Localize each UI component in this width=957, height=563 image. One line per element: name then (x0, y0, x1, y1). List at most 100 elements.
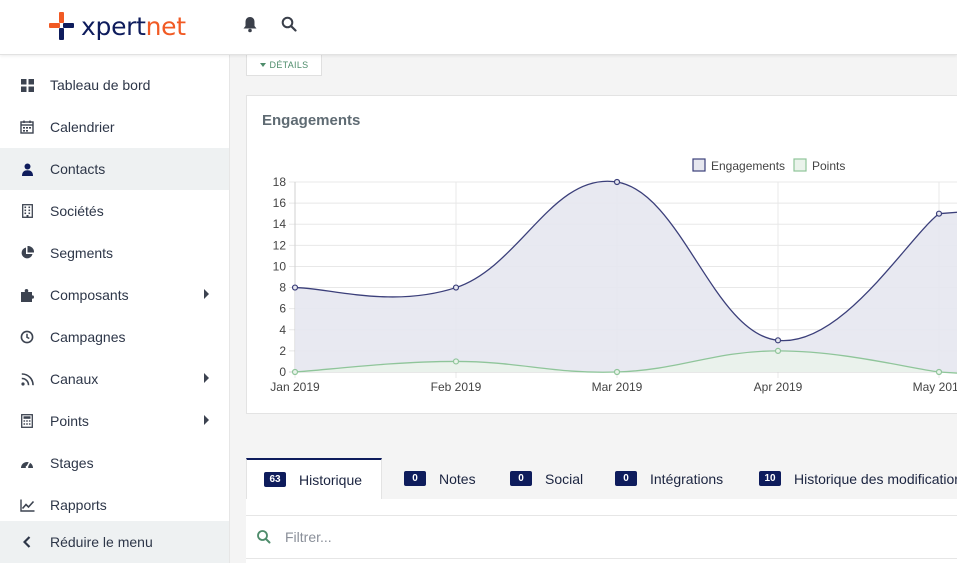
points-point[interactable] (774, 347, 782, 354)
legend-swatch-points[interactable] (793, 158, 807, 172)
points-point[interactable] (452, 358, 460, 365)
tab-label: Historique des modifications (794, 470, 957, 487)
dashboard-icon (19, 77, 35, 93)
user-icon (19, 161, 35, 177)
sidebar-item-label: Sociétés (50, 203, 104, 219)
y-tick-label: 12 (273, 238, 287, 252)
x-tick-label: Jan 2019 (270, 380, 320, 394)
calculator-icon (19, 413, 35, 429)
engagements-chart: 0 2 4 6 8 10 12 14 16 18 Jan 2019 Feb 2019 Mar 2019 A… (270, 158, 957, 394)
logo-text: xpertnet (81, 11, 186, 41)
legend-swatch-engagements[interactable] (692, 158, 706, 172)
engagements-area (295, 181, 957, 372)
details-toggle-button[interactable]: DÉTAILS (246, 55, 322, 76)
y-tick-label: 16 (273, 196, 287, 210)
chevron-right-icon (204, 373, 209, 383)
sidebar-item-label: Calendrier (50, 119, 115, 135)
sidebar-item-label: Points (50, 413, 89, 429)
tab-count-badge: 0 (404, 471, 426, 486)
tab-count-badge: 0 (510, 471, 532, 486)
sidebar-item-label: Rapports (50, 497, 107, 513)
tab-label: Historique (299, 471, 363, 488)
puzzle-icon (19, 287, 35, 303)
chevron-left-icon (19, 534, 35, 550)
sidebar-item-tableau-de-bord[interactable]: Tableau de bord (0, 64, 229, 106)
engagements-card: Engagements 0 2 4 6 8 10 12 14 16 18 Jan 2019 Feb 2… (246, 95, 957, 414)
sidebar: Tableau de bord Calendrier Contacts Soci… (0, 55, 230, 563)
sidebar-item-campagnes[interactable]: Campagnes (0, 316, 229, 358)
sidebar-item-canaux[interactable]: Canaux (0, 358, 229, 400)
x-tick-label: May 2019 (913, 380, 957, 394)
sidebar-item-stages[interactable]: Stages (0, 442, 229, 484)
y-tick-label: 0 (279, 365, 286, 379)
y-tick-label: 8 (279, 281, 286, 295)
sidebar-item-segments[interactable]: Segments (0, 232, 229, 274)
caret-down-icon (259, 63, 266, 67)
sidebar-item-societes[interactable]: Sociétés (0, 190, 229, 232)
sidebar-item-label: Segments (50, 245, 114, 261)
sidebar-item-contacts[interactable]: Contacts (0, 148, 229, 190)
y-tick-label: 10 (273, 259, 287, 273)
rss-icon (19, 371, 35, 387)
collapse-menu-label: Réduire le menu (50, 534, 153, 550)
y-tick-label: 18 (273, 175, 287, 189)
tab-social[interactable]: 0 Social (510, 458, 583, 499)
engagements-point[interactable] (613, 178, 621, 186)
tab-historique[interactable]: 63 Historique (246, 458, 382, 499)
engagements-point[interactable] (291, 284, 299, 291)
sidebar-item-label: Tableau de bord (50, 77, 151, 93)
sidebar-item-rapports[interactable]: Rapports (0, 484, 229, 526)
engagements-line (294, 180, 957, 342)
tab-label: Notes (439, 470, 476, 487)
pie-chart-icon (19, 245, 35, 261)
points-area (295, 350, 957, 374)
engagements-point[interactable] (452, 284, 460, 291)
logo-mark-icon (49, 12, 74, 40)
tab-count-badge: 0 (615, 471, 637, 486)
bell-icon[interactable] (240, 14, 260, 34)
engagements-point[interactable] (774, 337, 782, 344)
points-point[interactable] (935, 368, 943, 376)
tabs-bar: 63 Historique 0 Notes 0 Social 0 Intégra… (246, 458, 957, 499)
card-title: Engagements (262, 112, 361, 129)
sidebar-item-label: Canaux (50, 371, 99, 387)
tab-count-badge: 63 (264, 472, 286, 487)
x-tick-label: Feb 2019 (431, 380, 482, 394)
chevron-right-icon (204, 415, 209, 425)
points-point[interactable] (613, 368, 621, 376)
x-tick-label: Apr 2019 (754, 380, 803, 394)
points-point[interactable] (291, 368, 299, 376)
sidebar-item-label: Stages (50, 455, 94, 471)
sidebar-item-points[interactable]: Points (0, 400, 229, 442)
calendar-icon (19, 119, 35, 135)
tab-notes[interactable]: 0 Notes (404, 458, 476, 499)
tab-integrations[interactable]: 0 Intégrations (615, 458, 723, 499)
tab-count-badge: 10 (759, 471, 781, 486)
tab-historique-modifications[interactable]: 10 Historique des modifications (759, 458, 957, 499)
search-icon[interactable] (279, 14, 299, 34)
line-chart-icon (19, 497, 35, 513)
legend-label-points[interactable]: Points (812, 159, 845, 173)
filter-box (246, 515, 957, 559)
y-tick-label: 4 (279, 323, 286, 337)
logo[interactable]: xpertnet (49, 11, 186, 41)
x-tick-label: Mar 2019 (592, 380, 643, 394)
sidebar-item-composants[interactable]: Composants (0, 274, 229, 316)
tachometer-icon (19, 455, 35, 471)
search-icon (257, 530, 271, 544)
y-tick-label: 6 (279, 302, 286, 316)
filter-input[interactable] (285, 529, 885, 545)
tab-label: Social (545, 470, 584, 487)
clock-icon (19, 329, 35, 345)
collapse-menu-button[interactable]: Réduire le menu (0, 521, 229, 563)
details-label: DÉTAILS (269, 60, 309, 70)
sidebar-item-label: Composants (50, 287, 129, 303)
sidebar-item-label: Contacts (50, 161, 106, 177)
y-tick-label: 2 (279, 344, 286, 358)
building-icon (19, 203, 35, 219)
filter-area (246, 499, 957, 563)
sidebar-item-calendrier[interactable]: Calendrier (0, 106, 229, 148)
legend-label-engagements[interactable]: Engagements (711, 159, 785, 173)
engagements-point[interactable] (935, 210, 943, 217)
sidebar-item-label: Campagnes (50, 329, 126, 345)
